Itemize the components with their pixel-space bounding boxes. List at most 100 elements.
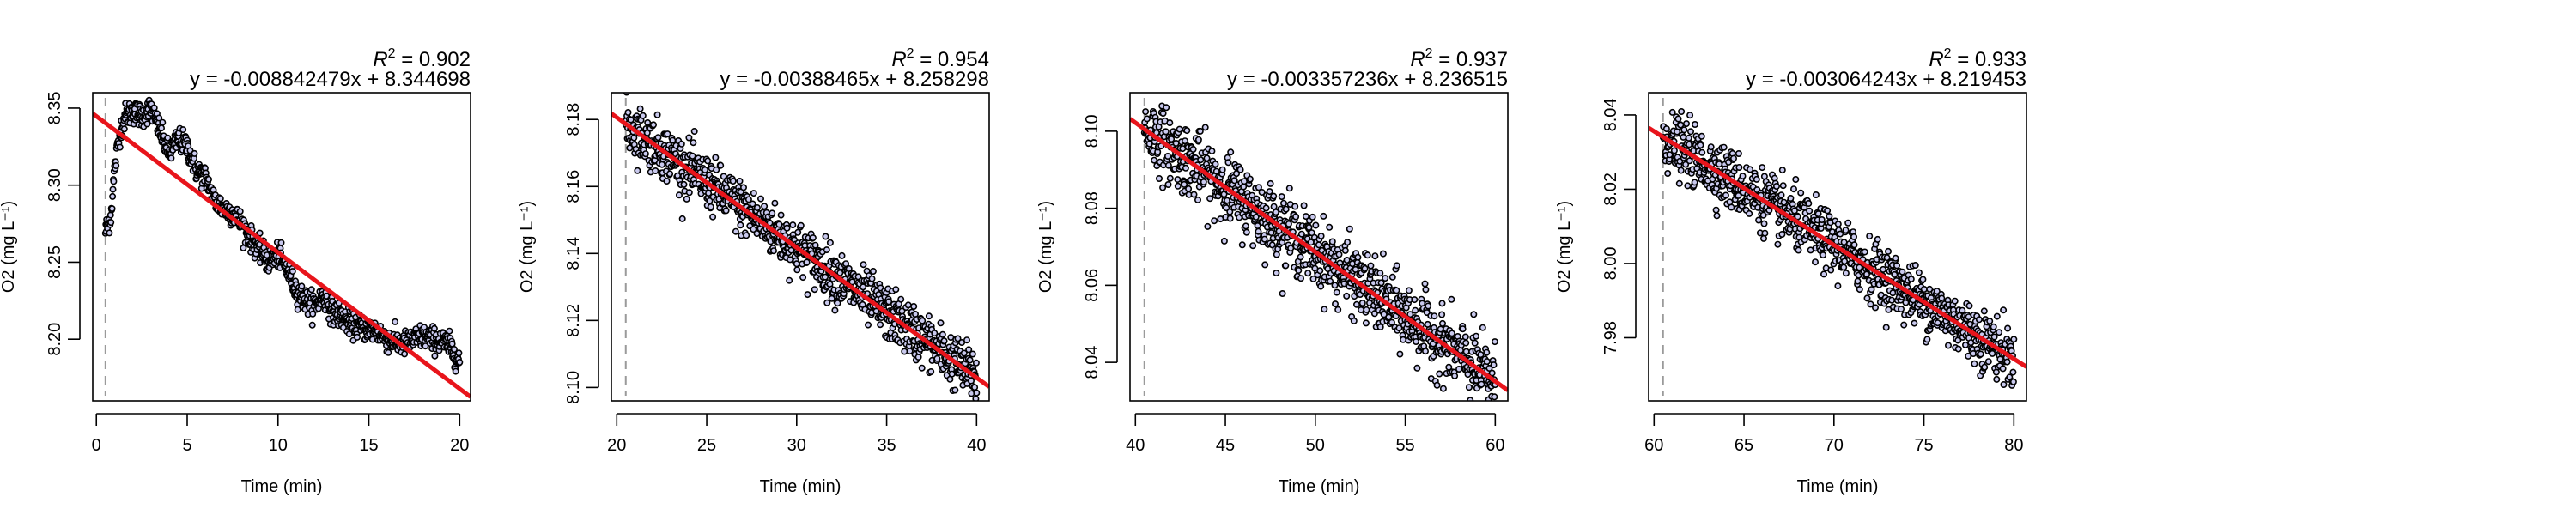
data-point [450, 345, 458, 353]
data-point [1760, 234, 1768, 242]
data-point [1376, 270, 1384, 277]
data-point [112, 162, 120, 170]
data-point [1393, 262, 1400, 270]
data-point [799, 274, 807, 282]
x-tick-label: 45 [1216, 436, 1235, 455]
data-point [1352, 265, 1359, 273]
data-point [756, 195, 764, 203]
data-point [1236, 166, 1244, 173]
data-point [1451, 372, 1459, 379]
data-point [1156, 175, 1163, 183]
data-point [1993, 375, 2001, 383]
y-axis: 8.04 8.06 8.08 8.10 O2 (mg L⁻¹) [1036, 114, 1118, 379]
data-point [1363, 306, 1370, 313]
data-point [904, 301, 912, 309]
data-point [308, 321, 316, 329]
data-point [1479, 324, 1486, 331]
data-point [401, 350, 409, 358]
data-point [307, 286, 315, 294]
data-point [940, 337, 948, 345]
data-point [1850, 241, 1858, 249]
data-point [722, 207, 730, 215]
data-point [931, 330, 939, 337]
data-point [1675, 179, 1683, 187]
data-point [2004, 324, 2012, 332]
x-tick-label: 35 [877, 436, 896, 455]
y-axis: 8.20 8.25 8.30 8.35 O2 (mg L⁻¹) [0, 91, 81, 356]
data-point [1834, 221, 1842, 228]
data-point [1773, 183, 1781, 191]
y-axis-title: O2 (mg L⁻¹) [0, 201, 18, 293]
data-point [1220, 237, 1228, 245]
r-squared-label: R2 = 0.902 [373, 46, 471, 71]
data-point [1159, 110, 1167, 118]
x-axis-title: Time (min) [760, 477, 841, 496]
data-point [1841, 258, 1849, 265]
data-point [1478, 380, 1485, 388]
x-tick-label: 20 [450, 436, 469, 455]
data-point [108, 205, 116, 213]
x-tick-label: 60 [1485, 436, 1504, 455]
data-point [1395, 324, 1403, 332]
data-point [1343, 292, 1351, 300]
data-point [1431, 312, 1438, 320]
data-point [675, 191, 683, 199]
data-point [1888, 296, 1896, 304]
data-point [717, 161, 725, 169]
data-point [1242, 228, 1250, 236]
data-point [1280, 199, 1288, 207]
data-point [345, 330, 353, 338]
data-points [622, 93, 981, 401]
data-point [1194, 196, 1202, 203]
data-point [1899, 268, 1906, 276]
plot-frame [92, 92, 471, 402]
data-point [966, 356, 974, 364]
data-point [1370, 310, 1378, 318]
data-point [1491, 338, 1498, 346]
data-point [1712, 206, 1720, 214]
data-point [918, 364, 926, 372]
x-axis-title: Time (min) [241, 477, 323, 496]
data-point [885, 298, 893, 306]
x-axis: 0 5 10 15 20 Time (min) [92, 413, 469, 496]
data-point [1812, 258, 1820, 266]
data-point [1999, 365, 2007, 373]
data-point [1183, 127, 1191, 135]
chart-panel-1: 0 5 10 15 20 Time (min) 8.20 8.25 8.30 8.35 O2 (mg… [0, 46, 471, 496]
data-point [1774, 240, 1782, 248]
data-point [191, 149, 198, 157]
data-point [794, 228, 802, 236]
data-point [1861, 248, 1868, 256]
data-point [1448, 295, 1455, 303]
data-point [1226, 215, 1234, 222]
data-point [1455, 365, 1463, 373]
data-point [1834, 282, 1842, 290]
data-point [1212, 161, 1219, 168]
data-point [1185, 185, 1193, 192]
data-point [1692, 121, 1699, 129]
data-point [769, 209, 776, 217]
data-point [1844, 219, 1852, 227]
data-point [1984, 358, 1992, 366]
data-point [1240, 183, 1248, 191]
y-tick-label: 8.04 [1083, 346, 1102, 379]
data-point [1893, 262, 1901, 270]
data-point [1668, 108, 1676, 116]
data-point [1471, 339, 1479, 347]
data-point [1686, 112, 1694, 119]
data-point [1891, 270, 1899, 278]
data-point [1856, 286, 1863, 294]
y-axis-title: O2 (mg L⁻¹) [1555, 201, 1574, 293]
data-point [1448, 330, 1455, 337]
data-point [877, 321, 884, 329]
data-point [1926, 285, 1934, 293]
data-point [1189, 146, 1197, 154]
data-point [690, 139, 697, 147]
data-point [1270, 192, 1278, 200]
data-point [789, 221, 797, 229]
r-squared-label: R2 = 0.933 [1929, 46, 2026, 71]
data-point [1166, 174, 1174, 182]
data-point [1331, 282, 1339, 289]
data-point [1438, 300, 1446, 307]
data-point [1297, 253, 1304, 261]
